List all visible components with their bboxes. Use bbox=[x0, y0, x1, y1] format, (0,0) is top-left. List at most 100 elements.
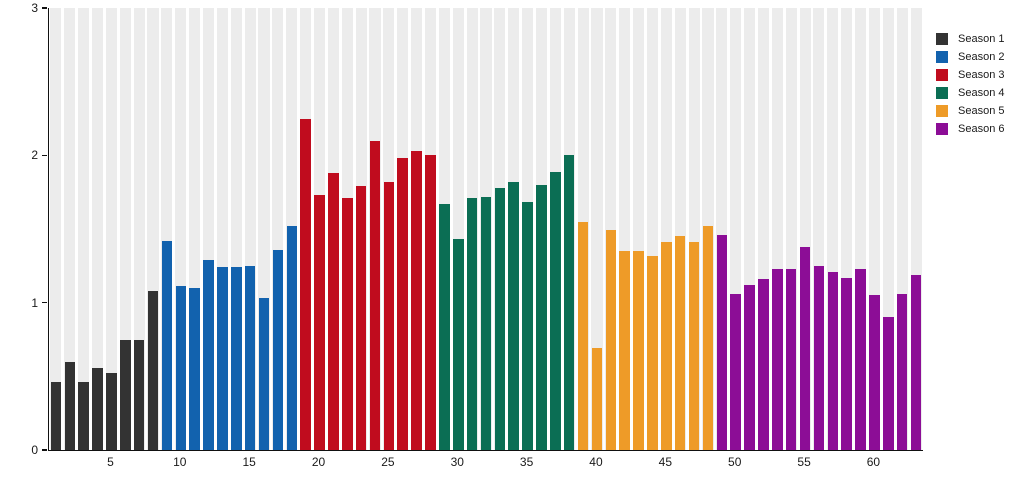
background-stripe bbox=[757, 8, 769, 450]
x-tick-label: 40 bbox=[589, 455, 603, 469]
bar-episode-50 bbox=[730, 293, 741, 450]
bar-episode-20 bbox=[314, 195, 325, 450]
bar-episode-9 bbox=[161, 240, 173, 450]
background-stripe bbox=[771, 8, 783, 450]
bar-episode-23 bbox=[355, 186, 367, 450]
bar-episode-13 bbox=[217, 267, 228, 450]
bar-episode-49 bbox=[716, 234, 728, 450]
bar-episode-55 bbox=[799, 246, 811, 450]
background-stripe bbox=[230, 8, 242, 450]
background-stripe bbox=[896, 8, 908, 450]
bar-episode-12 bbox=[203, 259, 214, 450]
bar-episode-24 bbox=[369, 140, 381, 450]
legend-swatch-icon bbox=[936, 122, 948, 135]
legend-swatch-icon bbox=[936, 86, 948, 99]
background-stripe bbox=[910, 8, 922, 450]
background-stripe bbox=[78, 8, 90, 450]
background-stripe bbox=[605, 8, 617, 450]
background-stripe bbox=[92, 8, 104, 450]
bar-episode-11 bbox=[189, 287, 200, 450]
x-tick-label: 10 bbox=[173, 455, 187, 469]
legend-item: Season 2 bbox=[936, 48, 1004, 66]
background-stripe bbox=[119, 8, 131, 450]
bar-episode-34 bbox=[508, 181, 519, 450]
bar-episode-62 bbox=[896, 293, 908, 450]
background-stripe bbox=[868, 8, 880, 450]
x-tick-label: 30 bbox=[450, 455, 464, 469]
bar-episode-57 bbox=[827, 271, 839, 450]
background-stripe bbox=[730, 8, 742, 450]
bar-episode-47 bbox=[688, 242, 700, 450]
background-stripe bbox=[189, 8, 201, 450]
bar-episode-22 bbox=[341, 198, 353, 450]
bar-episode-17 bbox=[272, 249, 284, 450]
background-stripe bbox=[716, 8, 728, 450]
legend-label: Season 5 bbox=[958, 104, 1005, 117]
background-stripe bbox=[744, 8, 756, 450]
bar-episode-61 bbox=[883, 317, 894, 450]
bar-episode-44 bbox=[647, 255, 658, 450]
bar-episode-4 bbox=[92, 367, 103, 450]
y-tick-label: 2 bbox=[31, 148, 38, 163]
x-tick-label: 5 bbox=[107, 455, 114, 469]
background-stripe bbox=[827, 8, 839, 450]
bar-episode-32 bbox=[480, 196, 492, 450]
background-stripe bbox=[244, 8, 256, 450]
bar-episode-41 bbox=[605, 230, 617, 450]
y-tick-label: 3 bbox=[31, 1, 38, 15]
plot-area bbox=[48, 8, 923, 451]
bar-episode-60 bbox=[869, 295, 880, 450]
legend-item: Season 5 bbox=[936, 102, 1004, 120]
x-tick-label: 35 bbox=[519, 455, 534, 469]
background-stripe bbox=[633, 8, 645, 450]
x-tick-label: 60 bbox=[866, 455, 881, 469]
x-tick-label: 45 bbox=[658, 455, 673, 469]
background-stripe bbox=[202, 8, 215, 450]
bar-episode-8 bbox=[147, 290, 159, 450]
legend-label: Season 1 bbox=[958, 32, 1005, 45]
legend-swatch-icon bbox=[936, 32, 948, 45]
background-stripe bbox=[688, 8, 700, 450]
bar-episode-31 bbox=[466, 198, 478, 450]
bar-episode-45 bbox=[661, 242, 672, 450]
bar-episode-36 bbox=[536, 184, 547, 450]
background-stripe bbox=[161, 8, 173, 450]
background-stripe bbox=[272, 8, 284, 450]
bar-episode-51 bbox=[744, 285, 755, 450]
background-stripe bbox=[133, 8, 145, 450]
background-stripe bbox=[216, 8, 228, 450]
background-stripe bbox=[258, 8, 270, 450]
y-tick-mark bbox=[42, 154, 47, 157]
background-stripe bbox=[147, 8, 159, 450]
bar-episode-35 bbox=[522, 202, 533, 450]
x-tick-label: 15 bbox=[242, 455, 256, 469]
bar-episode-21 bbox=[328, 173, 339, 450]
legend-label: Season 3 bbox=[958, 68, 1005, 81]
bar-episode-27 bbox=[411, 150, 422, 450]
bar-episode-56 bbox=[813, 265, 825, 450]
legend-label: Season 4 bbox=[958, 86, 1005, 99]
y-tick-label: 0 bbox=[31, 443, 38, 457]
legend-item: Season 4 bbox=[936, 84, 1004, 102]
bar-episode-39 bbox=[577, 221, 589, 450]
background-stripe bbox=[813, 8, 825, 450]
bar-episode-19 bbox=[300, 118, 311, 450]
legend-swatch-icon bbox=[936, 104, 948, 117]
bar-episode-25 bbox=[383, 181, 395, 450]
bar-episode-2 bbox=[64, 361, 76, 450]
bar-episode-54 bbox=[785, 268, 797, 450]
bar-episode-5 bbox=[106, 373, 117, 450]
bar-episode-48 bbox=[702, 226, 714, 450]
background-stripe bbox=[591, 8, 603, 450]
bar-episode-59 bbox=[855, 268, 866, 450]
background-stripe bbox=[452, 8, 464, 450]
bar-episode-16 bbox=[258, 298, 270, 450]
bar-episode-40 bbox=[591, 348, 603, 450]
legend-label: Season 6 bbox=[958, 122, 1005, 135]
y-tick-mark bbox=[42, 7, 47, 9]
bar-episode-38 bbox=[563, 155, 575, 450]
y-tick-mark bbox=[42, 449, 47, 451]
background-stripe bbox=[50, 8, 62, 450]
y-tick-mark bbox=[42, 301, 47, 304]
